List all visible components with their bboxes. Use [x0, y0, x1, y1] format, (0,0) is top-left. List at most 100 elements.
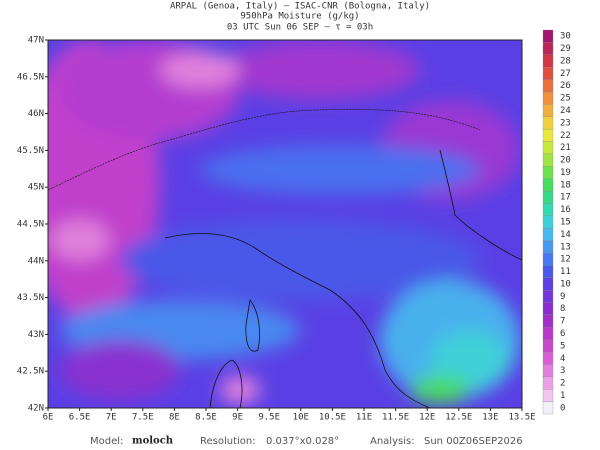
colorbar-label: 6	[560, 329, 565, 339]
colorbar-label: 4	[560, 354, 565, 364]
colorbar-swatch	[542, 252, 554, 266]
colorbar-label: 26	[560, 81, 571, 91]
colorbar-label: 17	[560, 193, 571, 203]
colorbar-swatch	[542, 389, 554, 402]
colorbar-label: 22	[560, 131, 571, 141]
colorbar-swatch	[542, 104, 554, 117]
lon-label: 13E	[482, 413, 498, 423]
lon-label: 7E	[106, 413, 117, 423]
colorbar-swatch	[542, 215, 554, 229]
colorbar-swatch	[542, 314, 554, 328]
coastline	[209, 359, 243, 408]
colorbar-swatch	[542, 141, 554, 155]
lon-label: 7.5E	[132, 413, 154, 423]
lat-label: 45.5N	[17, 146, 44, 156]
lat-label: 43N	[28, 330, 44, 340]
colorbar-swatch	[542, 190, 554, 204]
colorbar-label: 21	[560, 143, 571, 153]
colorbar-swatch	[542, 376, 554, 390]
lat-label: 42.5N	[17, 367, 44, 377]
lat-label: 46N	[28, 109, 44, 119]
colorbar-label: 28	[560, 56, 571, 66]
colorbar-swatch	[542, 42, 554, 55]
colorbar-swatch	[542, 67, 554, 80]
lat-label: 46.5N	[17, 72, 44, 82]
colorbar-label: 25	[560, 94, 571, 104]
colorbar-label: 7	[560, 317, 565, 327]
colorbar-label: 18	[560, 180, 571, 190]
colorbar-swatch	[542, 54, 554, 68]
lon-label: 6E	[43, 413, 54, 423]
colorbar-swatch	[542, 339, 554, 353]
colorbar-swatch	[542, 153, 554, 167]
colorbar-label: 29	[560, 44, 571, 54]
footer-value: Sun 00Z06SEP2026	[424, 436, 523, 447]
colorbar-swatch	[542, 351, 554, 365]
colorbar-label: 11	[560, 267, 571, 277]
colorbar-swatch	[542, 203, 554, 216]
colorbar-swatch	[542, 128, 554, 142]
lon-label: 11E	[356, 413, 372, 423]
colorbar-label: 12	[560, 255, 571, 265]
lon-label: 10.5E	[319, 413, 346, 423]
colorbar: 0123456789101112131415161718192021222324…	[542, 29, 571, 415]
colorbar-label: 0	[560, 403, 565, 413]
lat-label: 42N	[28, 404, 44, 414]
colorbar-label: 14	[560, 230, 571, 240]
colorbar-label: 27	[560, 69, 571, 79]
colorbar-swatch	[542, 401, 554, 415]
coastline	[439, 149, 522, 261]
footer-label: Resolution:	[200, 436, 256, 447]
colorbar-swatch	[542, 178, 554, 192]
colorbar-label: 20	[560, 156, 571, 166]
lon-label: 12.5E	[445, 413, 472, 423]
colorbar-swatch	[542, 91, 554, 105]
lon-label: 8E	[169, 413, 180, 423]
lon-axis: 6E 6.5E 7E 7.5E 8E 8.5E 9E 9.5E 10E 10.5E 11E 11.5E…	[43, 408, 536, 423]
lat-label: 43.5N	[17, 293, 44, 303]
lat-label: 44N	[28, 256, 44, 266]
colorbar-swatch	[542, 228, 554, 241]
header-line: ARPAL (Genoa, Italy) – ISAC-CNR (Bologna…	[170, 2, 430, 12]
coastline	[245, 299, 260, 352]
colorbar-label: 1	[560, 391, 565, 401]
colorbar-label: 19	[560, 168, 571, 178]
colorbar-label: 3	[560, 366, 565, 376]
footer-label: Analysis:	[370, 436, 415, 447]
colorbar-swatch	[542, 166, 554, 179]
colorbar-label: 30	[560, 32, 571, 42]
lon-label: 10E	[293, 413, 309, 423]
colorbar-swatch	[542, 79, 554, 93]
colorbar-swatch	[542, 265, 554, 278]
header-line: 03 UTC Sun 06 SEP – τ = 03h	[227, 23, 373, 33]
colorbar-label: 13	[560, 242, 571, 252]
colorbar-label: 9	[560, 292, 565, 302]
lon-label: 12E	[419, 413, 435, 423]
colorbar-label: 5	[560, 341, 565, 351]
colorbar-label: 24	[560, 106, 571, 116]
colorbar-label: 23	[560, 118, 571, 128]
colorbar-swatch	[542, 289, 554, 303]
header-line: 950hPa Moisture (g/kg)	[240, 12, 359, 22]
footer-value: moloch	[132, 436, 174, 447]
colorbar-label: 2	[560, 379, 565, 389]
lon-label: 8.5E	[195, 413, 217, 423]
colorbar-swatch	[542, 29, 554, 43]
lon-label: 13.5E	[508, 413, 535, 423]
lat-axis: 47N 46.5N 46N 45.5N 45N 44.5N 44N 43.5N 43N 42.5N…	[17, 36, 48, 414]
lon-label: 6.5E	[69, 413, 91, 423]
colorbar-swatch	[542, 302, 554, 316]
lon-label: 9E	[232, 413, 243, 423]
footer-label: Model:	[90, 436, 123, 447]
colorbar-swatch	[542, 364, 554, 377]
moisture-field	[48, 40, 522, 408]
footer-value: 0.037°x0.028°	[266, 436, 339, 447]
colorbar-label: 8	[560, 304, 565, 314]
colorbar-swatch	[542, 327, 554, 340]
colorbar-swatch	[542, 240, 554, 254]
lat-label: 45N	[28, 183, 44, 193]
lon-label: 9.5E	[258, 413, 280, 423]
coastline	[164, 233, 431, 408]
lat-label: 44.5N	[17, 220, 44, 230]
colorbar-swatch	[542, 116, 554, 130]
